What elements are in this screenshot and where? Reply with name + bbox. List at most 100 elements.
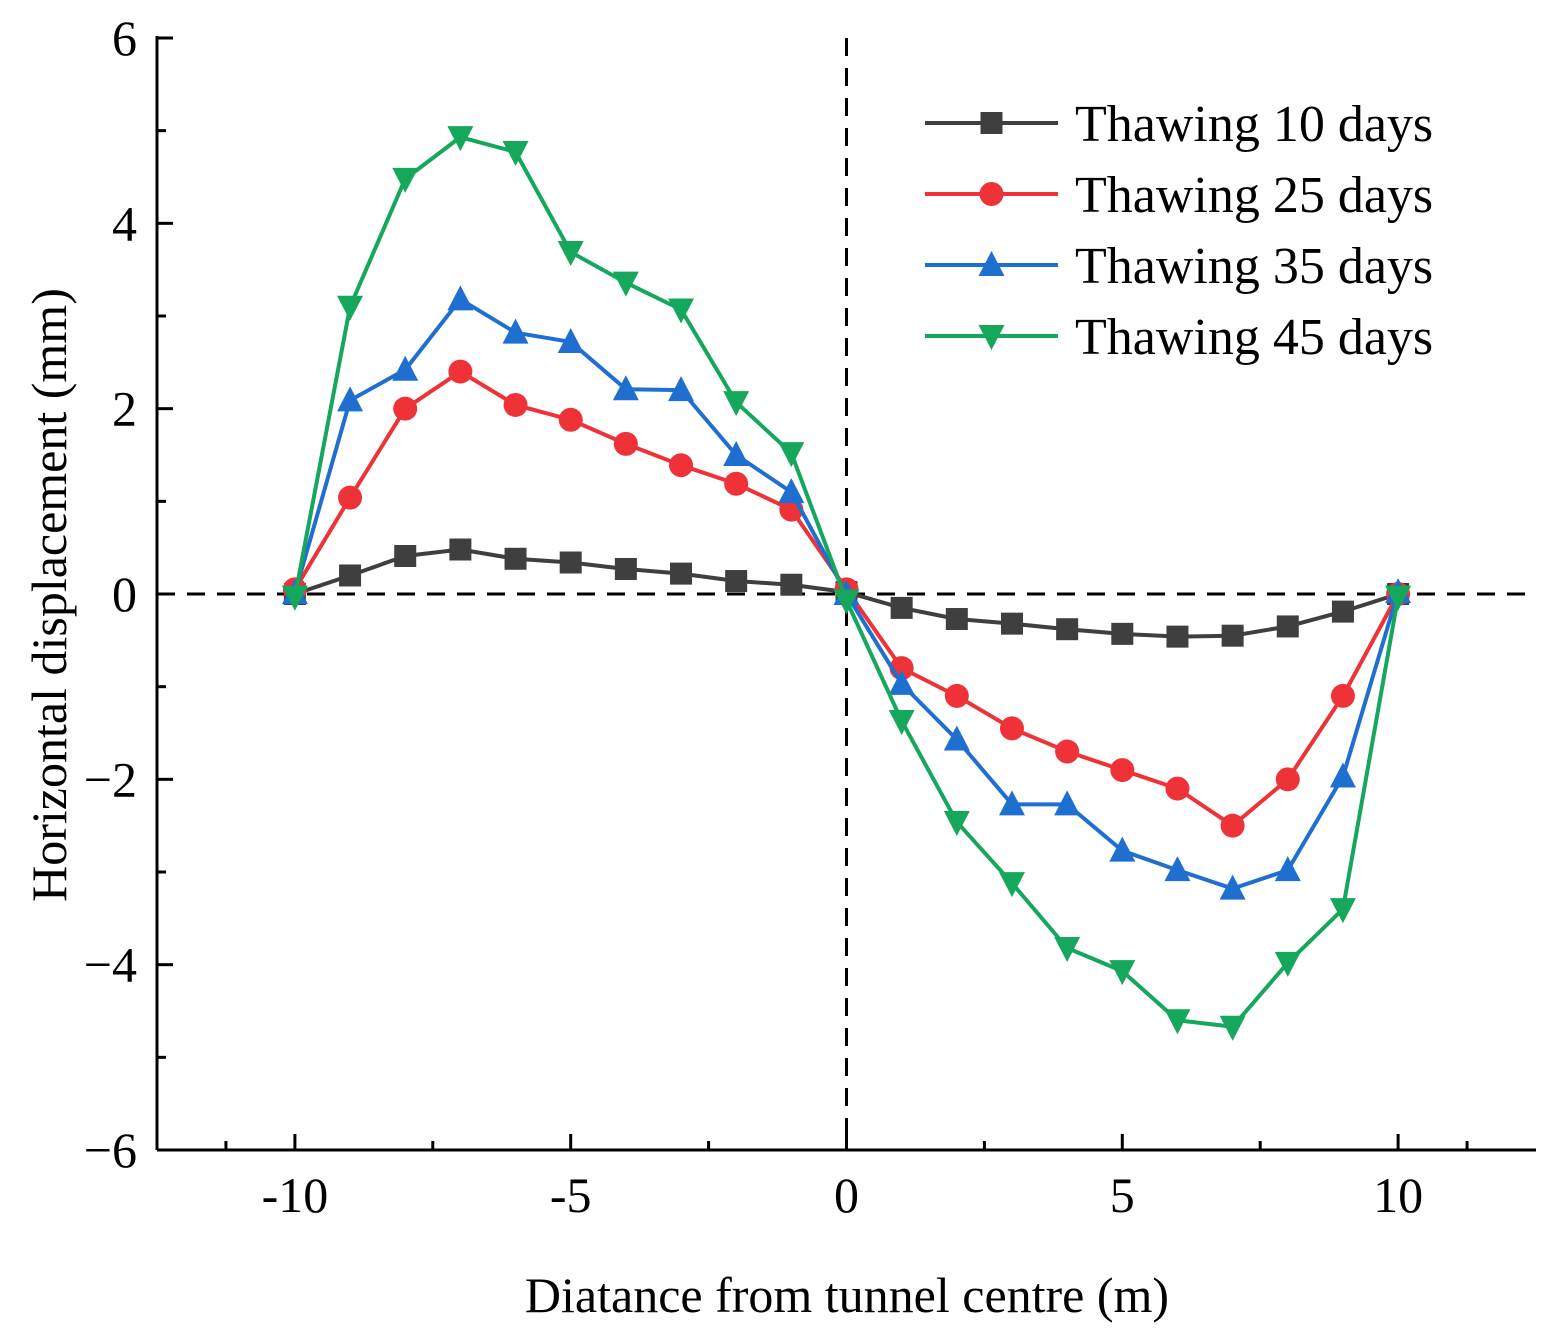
data-point — [449, 538, 472, 561]
data-point — [1274, 856, 1301, 882]
data-point — [1166, 625, 1189, 648]
legend-label: Thawing 45 days — [1075, 309, 1433, 366]
data-point — [1164, 1009, 1191, 1035]
data-point — [1164, 856, 1191, 882]
y-tick-label: 6 — [112, 10, 137, 66]
data-point — [1219, 874, 1246, 900]
data-point — [1274, 951, 1301, 977]
legend: Thawing 10 days Thawing 25 days Thawing 35… — [925, 96, 1433, 366]
data-point — [670, 562, 693, 585]
data-point — [502, 140, 529, 166]
data-point — [1331, 600, 1354, 623]
data-point — [1219, 1015, 1246, 1041]
data-point — [1054, 936, 1081, 962]
data-point — [668, 376, 695, 402]
data-point — [392, 167, 419, 193]
data-point — [447, 285, 474, 311]
data-point — [504, 547, 527, 570]
data-point — [945, 608, 968, 631]
data-point — [557, 241, 584, 267]
legend-marker — [979, 182, 1004, 206]
axes — [155, 36, 1536, 1152]
data-point — [337, 295, 364, 321]
x-tick-label: 0 — [834, 1167, 859, 1223]
data-point — [888, 669, 915, 695]
data-point — [1110, 758, 1135, 783]
data-point — [1109, 960, 1136, 986]
data-point — [723, 441, 750, 466]
data-point — [1111, 622, 1134, 645]
data-point — [723, 391, 750, 417]
series-4 — [281, 126, 1412, 1041]
legend-marker — [978, 325, 1005, 350]
data-point — [778, 478, 805, 504]
x-tick-label: -5 — [550, 1167, 592, 1223]
data-point — [559, 551, 582, 574]
data-point — [339, 564, 362, 587]
legend-item: Thawing 10 days — [925, 96, 1433, 153]
x-tick-label: -10 — [262, 1167, 329, 1223]
data-point — [668, 298, 695, 324]
y-tick-label: 2 — [112, 381, 137, 437]
data-point — [1329, 898, 1356, 924]
data-point — [337, 386, 364, 412]
data-point — [447, 126, 474, 152]
tick-labels: -10 -5 0 5 10 −6 −4 −2 0 2 4 6 — [84, 10, 1423, 1223]
legend-label: Thawing 10 days — [1075, 96, 1433, 153]
data-point — [1000, 612, 1023, 635]
y-axis-title: Horizontal displacement (mm) — [21, 288, 77, 902]
data-point — [281, 585, 308, 611]
legend-item: Thawing 35 days — [925, 238, 1433, 295]
data-point — [1276, 615, 1299, 638]
data-point — [1056, 618, 1079, 641]
data-point — [1330, 683, 1355, 708]
data-point — [612, 375, 639, 401]
data-point — [998, 790, 1025, 816]
y-tick-label: 0 — [112, 566, 137, 622]
data-point — [557, 327, 584, 353]
data-point — [1055, 739, 1080, 764]
x-axis-title: Diatance from tunnel centre (m) — [525, 1267, 1169, 1323]
data-point — [780, 573, 803, 596]
data-point — [503, 392, 528, 417]
data-point — [1220, 813, 1245, 838]
x-tick-label: 10 — [1373, 1167, 1423, 1223]
data-point — [724, 471, 749, 496]
data-point — [943, 810, 970, 836]
data-point — [1329, 762, 1356, 788]
series-layer — [281, 126, 1412, 1041]
data-point — [558, 407, 583, 432]
data-point — [394, 545, 417, 568]
y-tick-label: 4 — [112, 195, 137, 251]
data-point — [725, 570, 748, 593]
data-point — [392, 355, 419, 381]
y-tick-label: −6 — [84, 1122, 137, 1178]
legend-item: Thawing 45 days — [925, 309, 1433, 366]
legend-label: Thawing 35 days — [1075, 238, 1433, 295]
data-point — [1054, 790, 1081, 816]
data-point — [338, 485, 363, 510]
y-tick-label: −2 — [84, 751, 137, 807]
data-point — [890, 596, 913, 619]
data-point — [1275, 767, 1300, 792]
data-point — [448, 359, 473, 384]
x-tick-label: 5 — [1110, 1167, 1135, 1223]
data-point — [998, 872, 1025, 898]
series-1 — [283, 538, 1410, 648]
data-point — [613, 431, 638, 456]
legend-marker — [980, 112, 1003, 134]
data-point — [502, 318, 529, 344]
data-point — [669, 453, 694, 478]
data-point — [1109, 836, 1136, 862]
data-point — [1221, 624, 1244, 647]
data-point — [612, 271, 639, 297]
data-point — [614, 557, 637, 580]
data-point — [999, 716, 1024, 741]
data-point — [1385, 585, 1412, 611]
data-point — [778, 442, 805, 468]
legend-marker — [978, 251, 1005, 276]
legend-label: Thawing 25 days — [1075, 167, 1433, 224]
data-point — [888, 709, 915, 735]
data-point — [1165, 776, 1190, 801]
data-point — [943, 725, 970, 751]
